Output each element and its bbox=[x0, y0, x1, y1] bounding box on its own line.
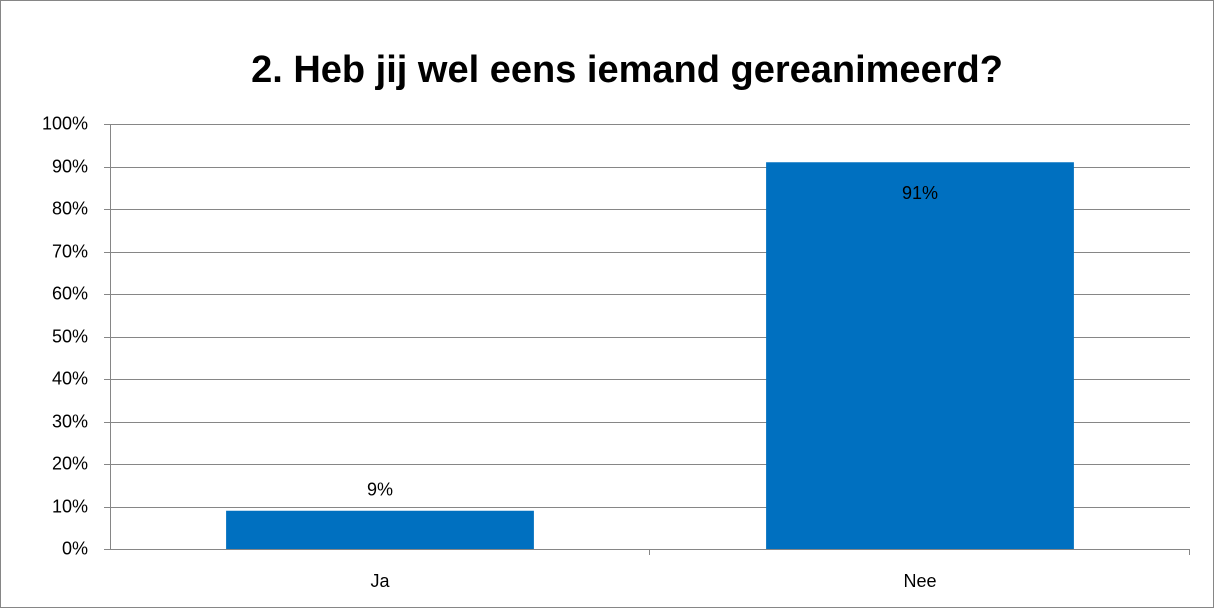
y-tick-label: 40% bbox=[52, 368, 88, 388]
y-tick-label: 20% bbox=[52, 453, 88, 473]
data-label: 9% bbox=[367, 480, 393, 500]
y-tick-label: 70% bbox=[52, 241, 88, 261]
chart-title: 2. Heb jij wel eens iemand gereanimeerd? bbox=[251, 49, 1003, 91]
y-tick-label: 50% bbox=[52, 326, 88, 346]
x-tick-label: Nee bbox=[903, 571, 936, 591]
y-tick-label: 90% bbox=[52, 156, 88, 176]
y-tick-label: 100% bbox=[42, 113, 88, 133]
x-tick-label: Ja bbox=[370, 571, 390, 591]
y-tick-label: 0% bbox=[62, 538, 88, 558]
y-tick-label: 60% bbox=[52, 283, 88, 303]
bar bbox=[226, 510, 534, 549]
y-tick-label: 30% bbox=[52, 411, 88, 431]
data-label: 91% bbox=[902, 183, 938, 203]
y-tick-label: 80% bbox=[52, 198, 88, 218]
y-tick-label: 10% bbox=[52, 496, 88, 516]
bar bbox=[766, 162, 1074, 549]
